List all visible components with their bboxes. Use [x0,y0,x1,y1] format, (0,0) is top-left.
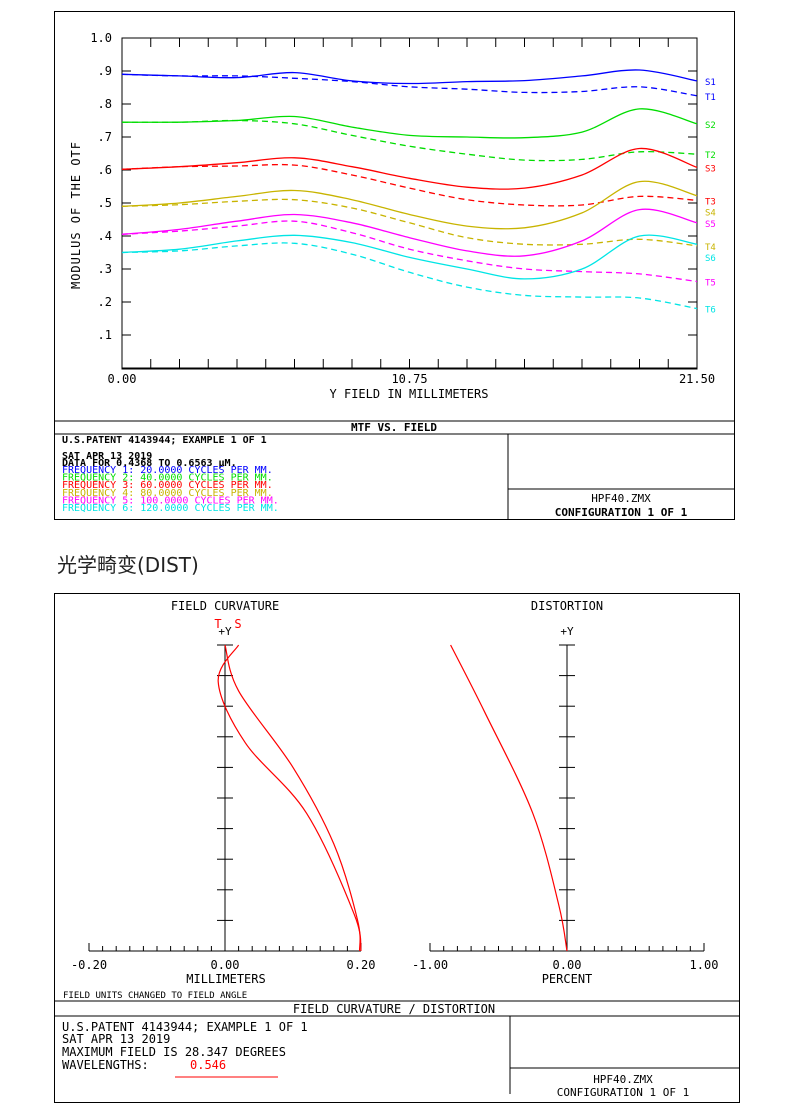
mtf-y-axis: .1 .2 .3 .4 .5 .6 .7 .8 .9 1.0 [90,31,697,342]
distortion-panel-title: FIELD CURVATURE / DISTORTION [293,1002,495,1016]
curve-t [224,644,361,952]
mtf-legend-label: S2 [705,121,716,131]
mtf-y-tick-label: .5 [98,196,112,210]
mtf-y-axis-label: MODULUS OF THE OTF [69,141,83,289]
distortion-axis: -1.00 0.00 1.00 [412,644,719,972]
mtf-frequency-line: FREQUENCY 3: 60.0000 CYCLES PER MM. [62,480,273,491]
fc-x-axis-label: MILLIMETERS [186,972,265,986]
x-tick-label: -0.20 [71,958,107,972]
mtf-frequency-line: FREQUENCY 1: 20.0000 CYCLES PER MM. [62,465,273,476]
mtf-series-group [121,69,698,310]
dist-y-marker: +Y [560,625,574,638]
mtf-x-axis: 0.00 10.75 21.50 [108,38,715,386]
mtf-x-tick-label: 10.75 [391,372,427,386]
sagittal-label: S [234,617,241,631]
field-units-note: FIELD UNITS CHANGED TO FIELD ANGLE [63,991,247,1001]
mtf-legend-label: T4 [705,243,716,253]
dist-info-line: MAXIMUM FIELD IS 28.347 DEGREES [62,1045,286,1059]
mtf-legend-label: T2 [705,151,716,161]
mtf-y-tick-label: .4 [98,229,112,243]
dist-info-line: SAT APR 13 2019 [62,1032,170,1046]
mtf-legend-label: T6 [705,306,716,316]
mtf-info-box [54,420,735,520]
mtf-y-tick-label: .3 [98,262,112,276]
fc-axis: -0.20 0.00 0.20 [71,644,376,972]
mtf-series-t2 [121,119,698,162]
tangential-label: T [214,617,221,631]
mtf-plot-frame [121,37,698,370]
mtf-panel [54,11,735,520]
fc-series-group [217,644,362,952]
mtf-legend-label: S5 [705,220,716,230]
x-tick-label: 0.00 [211,958,240,972]
mtf-series-t4 [121,198,698,247]
mtf-info-line: U.S.PATENT 4143944; EXAMPLE 1 OF 1 [62,435,267,446]
mtf-series-s1 [121,69,698,85]
mtf-info-line: SAT APR 13 2019 [62,451,152,462]
mtf-x-tick-label: 0.00 [108,372,137,386]
distortion-series-group [450,644,568,952]
distortion-info-box [54,1000,740,1094]
mtf-legend-label: S1 [705,78,716,88]
x-tick-label: 0.00 [553,958,582,972]
mtf-frequency-list: FREQUENCY 1: 20.0000 CYCLES PER MM.FREQU… [62,465,279,514]
x-tick-label: -1.00 [412,958,448,972]
mtf-y-tick-label: .7 [98,130,112,144]
mtf-info-line: DATA FOR 0.4368 TO 0.6563 μM. [62,458,237,469]
curve-distortion [450,644,568,952]
dist-configuration: CONFIGURATION 1 OF 1 [557,1086,689,1099]
mtf-series-t6 [121,242,698,310]
mtf-legend-label: S3 [705,164,716,174]
mtf-series-t5 [121,220,698,283]
fc-y-marker: +Y [218,625,232,638]
x-tick-label: 0.20 [347,958,376,972]
mtf-x-axis-label: Y FIELD IN MILLIMETERS [330,387,489,401]
mtf-series-s6 [121,234,698,280]
mtf-series-s5 [121,208,698,257]
mtf-series-s4 [121,180,698,230]
mtf-frequency-line: FREQUENCY 5: 100.0000 CYCLES PER MM. [62,495,279,506]
mtf-x-tick-label: 21.50 [679,372,715,386]
mtf-y-tick-label: 1.0 [90,31,112,45]
mtf-y-tick-label: .9 [98,64,112,78]
mtf-series-s2 [121,108,698,139]
mtf-title: MTF VS. FIELD [351,421,437,434]
mtf-y-tick-label: .6 [98,163,112,177]
mtf-y-tick-label: .8 [98,97,112,111]
mtf-frequency-line: FREQUENCY 6: 120.0000 CYCLES PER MM. [62,503,279,514]
curve-s [217,644,362,952]
mtf-legend-label: T5 [705,279,716,289]
mtf-frequency-line: FREQUENCY 2: 40.0000 CYCLES PER MM. [62,473,273,484]
dist-x-axis-label: PERCENT [542,972,593,986]
wavelength-value: 0.546 [190,1058,226,1072]
x-tick-label: 1.00 [690,958,719,972]
mtf-y-tick-label: .1 [98,328,112,342]
wavelengths-label: WAVELENGTHS: [62,1058,149,1072]
dist-info-line: U.S.PATENT 4143944; EXAMPLE 1 OF 1 [62,1020,308,1034]
distortion-title: DISTORTION [531,599,603,613]
mtf-series-t3 [121,163,698,207]
section-heading: 光学畸变(DIST) [57,553,199,577]
mtf-configuration: CONFIGURATION 1 OF 1 [555,506,688,519]
mtf-file-name: HPF40.ZMX [591,492,651,505]
mtf-y-tick-label: .2 [98,295,112,309]
mtf-legend-label: S6 [705,254,716,264]
mtf-legend-label: S4 [705,208,716,218]
dist-file-name: HPF40.ZMX [593,1073,653,1086]
mtf-legend-label: T3 [705,197,716,207]
mtf-legend-label: T1 [705,93,716,103]
mtf-series-s3 [121,147,698,190]
mtf-frequency-line: FREQUENCY 4: 80.0000 CYCLES PER MM. [62,488,273,499]
field-curvature-title: FIELD CURVATURE [171,599,279,613]
